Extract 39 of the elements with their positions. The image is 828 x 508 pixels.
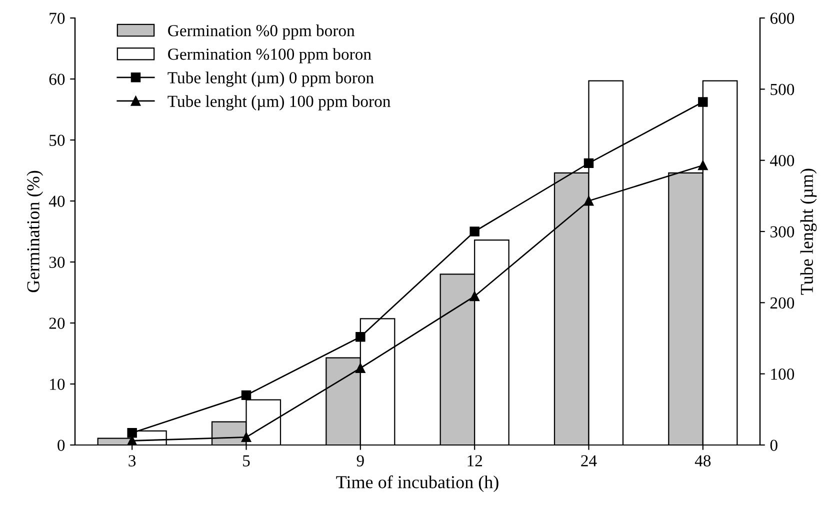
y2-tick-label: 0 bbox=[770, 440, 778, 451]
y-axis-title: Germination (%) bbox=[26, 170, 44, 292]
y-tick-label: 30 bbox=[49, 256, 65, 268]
legend-label: Tube lenght (µm) 0 ppm boron bbox=[168, 72, 374, 87]
y2-tick-label: 300 bbox=[770, 226, 794, 238]
point bbox=[584, 196, 594, 206]
point bbox=[241, 432, 252, 442]
legend-label: Germination %100 ppm boron bbox=[168, 48, 372, 64]
point bbox=[698, 97, 708, 107]
y2-tick-label: 100 bbox=[771, 368, 794, 380]
point bbox=[698, 160, 708, 170]
point bbox=[356, 332, 366, 342]
x-tick-label: 48 bbox=[694, 455, 711, 466]
point bbox=[470, 291, 480, 302]
y2-tick-label: 600 bbox=[770, 12, 794, 24]
point bbox=[470, 226, 480, 236]
y-tick-label: 50 bbox=[50, 134, 65, 146]
y-tick-label: 40 bbox=[48, 196, 65, 207]
y2-axis-title: Tube lenght (µm) bbox=[800, 168, 817, 295]
y2-tick-label: 400 bbox=[770, 155, 794, 166]
x-tick-label: 24 bbox=[581, 455, 597, 466]
y2-tick-label: 500 bbox=[770, 84, 794, 96]
y-tick-label: 70 bbox=[50, 12, 65, 24]
x-tick-label: 12 bbox=[468, 455, 482, 466]
x-tick-label: 5 bbox=[243, 455, 250, 466]
y-tick-label: 20 bbox=[49, 318, 65, 329]
legend-label: Germination %0 ppm boron bbox=[168, 24, 355, 40]
point bbox=[127, 428, 137, 438]
point bbox=[241, 390, 252, 400]
point bbox=[584, 158, 594, 168]
y-tick-label: 0 bbox=[58, 440, 65, 451]
x-tick-label: 9 bbox=[356, 455, 364, 466]
x-tick-label: 3 bbox=[128, 455, 136, 466]
x-axis-title: Time of incubation (h) bbox=[336, 475, 498, 492]
point bbox=[356, 363, 366, 373]
y-tick-label: 10 bbox=[50, 378, 65, 390]
legend-label: Tube lenght (µm) 100 ppm boron bbox=[168, 95, 390, 110]
y2-tick-label: 200 bbox=[770, 297, 794, 309]
y-tick-label: 60 bbox=[49, 74, 65, 85]
